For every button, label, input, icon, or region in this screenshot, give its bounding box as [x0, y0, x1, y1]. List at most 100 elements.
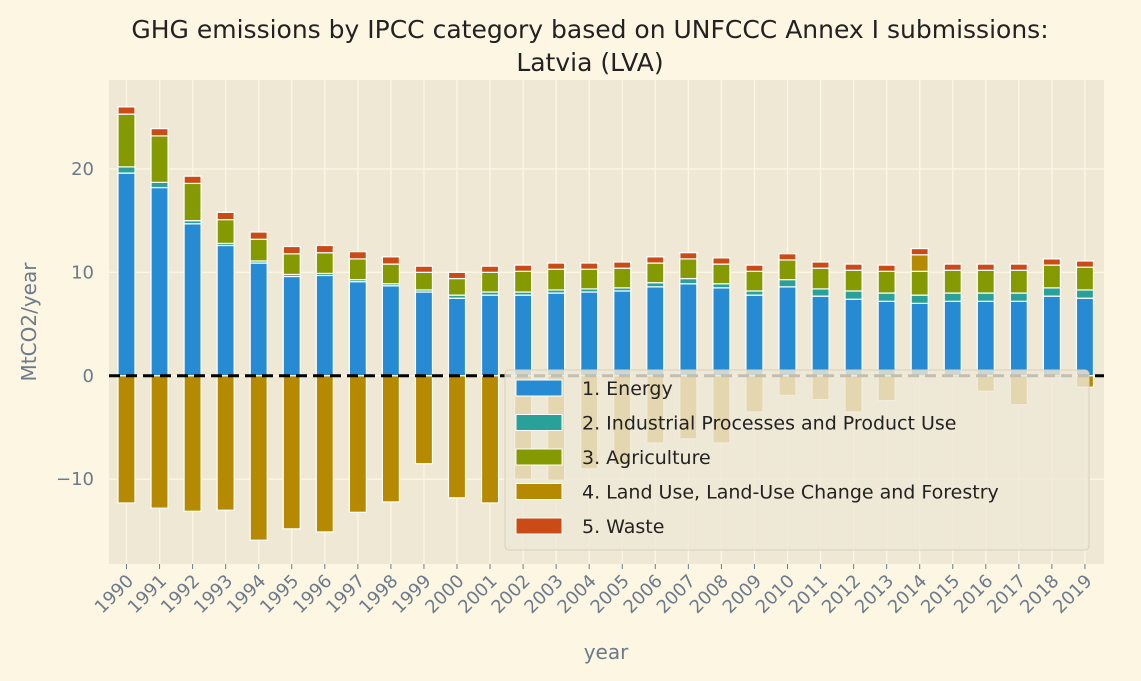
bar-segment [976, 269, 995, 294]
bar-segment [910, 270, 929, 296]
bar-segment [844, 290, 863, 300]
bar-segment [712, 257, 731, 265]
bar-segment [613, 261, 632, 269]
y-tick-label: 10 [71, 262, 94, 283]
bar-segment [150, 375, 169, 509]
legend-label: 5. Waste [582, 516, 664, 538]
bar-segment [117, 106, 136, 115]
bar-segment [216, 219, 235, 245]
bar-segment [778, 253, 797, 261]
bar-segment [447, 271, 467, 280]
bar-segment [1042, 295, 1062, 377]
bar-segment [1075, 289, 1095, 299]
bar-segment [844, 269, 863, 292]
y-tick-label: 20 [71, 159, 94, 180]
x-axis-label: year [584, 640, 629, 664]
bar-segment [183, 175, 202, 185]
bar-segment [580, 268, 599, 290]
y-tick-label: 0 [83, 366, 94, 387]
bar-segment [778, 286, 797, 377]
bar-segment [249, 231, 268, 240]
bar-segment [1009, 300, 1028, 377]
bar-segment [117, 172, 136, 377]
bar-segment [348, 251, 367, 260]
chart-subtitle: Latvia (LVA) [516, 48, 663, 77]
bar-segment [646, 282, 665, 288]
bar-segment [1009, 263, 1028, 271]
bar-segment [910, 247, 929, 256]
bar-segment [712, 287, 731, 377]
bar-segment [1009, 269, 1028, 294]
bar-segment [150, 186, 169, 377]
bar-segment [580, 262, 599, 270]
bar-segment [976, 292, 995, 302]
bar-segment [249, 262, 268, 377]
legend-swatch [515, 483, 563, 500]
bar-segment [480, 271, 500, 293]
bar-segment [778, 278, 797, 288]
bar-segment [348, 375, 367, 513]
bar-segment [117, 375, 136, 504]
bar-segment [480, 375, 500, 504]
bar-segment [844, 298, 863, 377]
x-tick-label: 2019 [1049, 571, 1096, 618]
bar-segment [348, 258, 367, 281]
bar-segment [315, 252, 334, 274]
bar-segment [414, 271, 434, 291]
bar-segment [943, 263, 962, 271]
bar-segment [811, 295, 830, 377]
bar-segment [414, 375, 434, 465]
bar-segment [381, 375, 400, 503]
bar-segment [745, 294, 764, 377]
bar-segment [447, 277, 467, 296]
bar-segment [646, 262, 665, 284]
bar-segment [910, 302, 929, 377]
bar-segment [877, 264, 896, 272]
bar-segment [778, 259, 797, 281]
bar-segment [150, 135, 169, 183]
bar-segment [282, 275, 301, 377]
bar-segment [1009, 292, 1028, 302]
bar-segment [414, 291, 434, 377]
bar-segment [580, 291, 599, 377]
bar-segment [679, 277, 698, 285]
bar-segment [216, 375, 235, 511]
legend-label: 4. Land Use, Land-Use Change and Forestr… [582, 482, 999, 504]
y-axis-label: MtCO2/year [17, 262, 41, 382]
bar-segment [811, 261, 830, 269]
bar-segment [745, 264, 764, 272]
bar-segment [646, 256, 665, 264]
bar-segment [381, 256, 400, 265]
legend-swatch [515, 448, 563, 466]
bar-segment [348, 281, 367, 377]
legend-swatch [515, 379, 563, 397]
bar-segment [183, 182, 202, 222]
bar-segment [679, 252, 698, 260]
bar-segment [679, 283, 698, 377]
bar-segment [976, 300, 995, 377]
bar-segment [282, 375, 301, 530]
bar-segment [381, 263, 400, 285]
legend-label: 2. Industrial Processes and Product Use [582, 413, 956, 435]
y-tick-label: −10 [56, 469, 94, 490]
bar-segment [381, 285, 400, 377]
bar-segment [315, 375, 334, 533]
legend-label: 1. Energy [582, 378, 673, 400]
bar-segment [414, 265, 434, 273]
bar-segment [480, 294, 500, 377]
bar-segment [547, 292, 566, 377]
bar-segment [183, 375, 202, 512]
bar-segment [943, 292, 962, 302]
bar-segment [910, 294, 929, 304]
bar-segment [943, 269, 962, 294]
bar-segment [1075, 266, 1095, 291]
bar-segment [646, 286, 665, 377]
chart-title: GHG emissions by IPCC category based on … [131, 15, 1048, 44]
bar-segment [844, 263, 863, 271]
bar-segment [679, 258, 698, 280]
bar-segment [547, 262, 566, 270]
bar-segment [513, 270, 533, 293]
x-axis-ticks: 1990199119921993199419951996199719981999… [91, 564, 1096, 618]
bar-segment [1075, 297, 1095, 377]
